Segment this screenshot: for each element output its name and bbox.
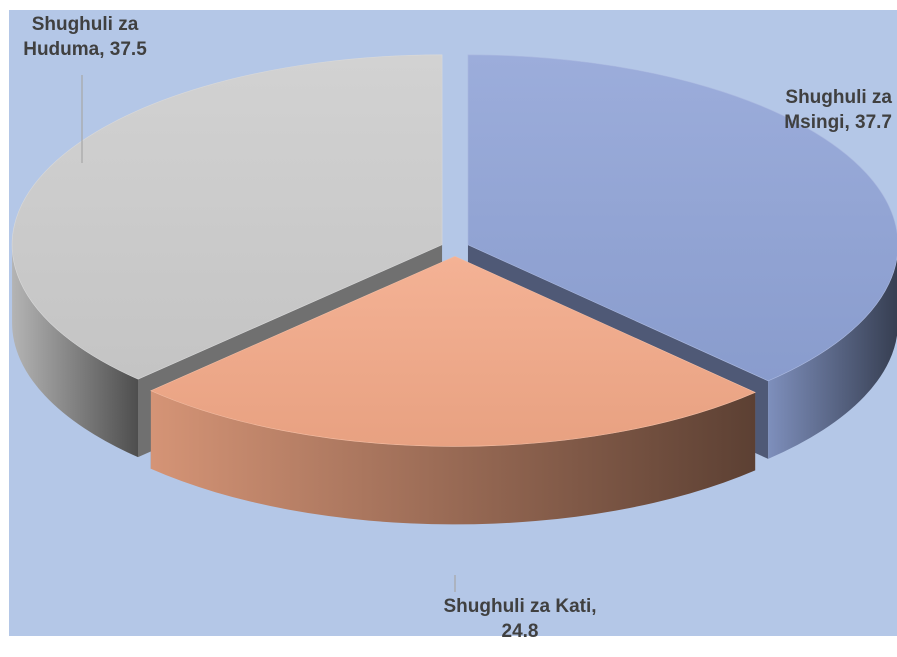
data-label-line: 24.8 (502, 621, 539, 642)
pie-slice-shughuli-za-msingi[interactable] (467, 54, 897, 382)
pie-slice-shughuli-za-huduma[interactable] (11, 54, 443, 380)
data-label-line: Msingi, 37.7 (784, 112, 892, 133)
data-label-shughuli-za-kati: Shughuli za Kati, 24.8 (443, 596, 596, 642)
data-label-line: Huduma, 37.5 (23, 39, 147, 60)
data-label-line: Shughuli za (32, 14, 139, 35)
data-label-shughuli-za-huduma: Shughuli za Huduma, 37.5 (23, 14, 147, 60)
pie-slice-side-shughuli-za-huduma (12, 244, 139, 458)
data-label-line: Shughuli za Kati, (443, 596, 596, 617)
pie-slice-side-shughuli-za-msingi (768, 257, 897, 459)
pie-slice-side-shughuli-za-kati (150, 390, 756, 525)
data-label-shughuli-za-msingi: Shughuli za Msingi, 37.7 (784, 87, 892, 133)
pie-slice-shughuli-za-kati[interactable] (150, 256, 756, 447)
leader-lines-layer (81, 75, 456, 592)
data-labels-layer: Shughuli za Msingi, 37.7 Shughuli za Kati,… (23, 14, 892, 642)
data-label-line: Shughuli za (785, 87, 892, 108)
slices-layer (11, 54, 897, 525)
